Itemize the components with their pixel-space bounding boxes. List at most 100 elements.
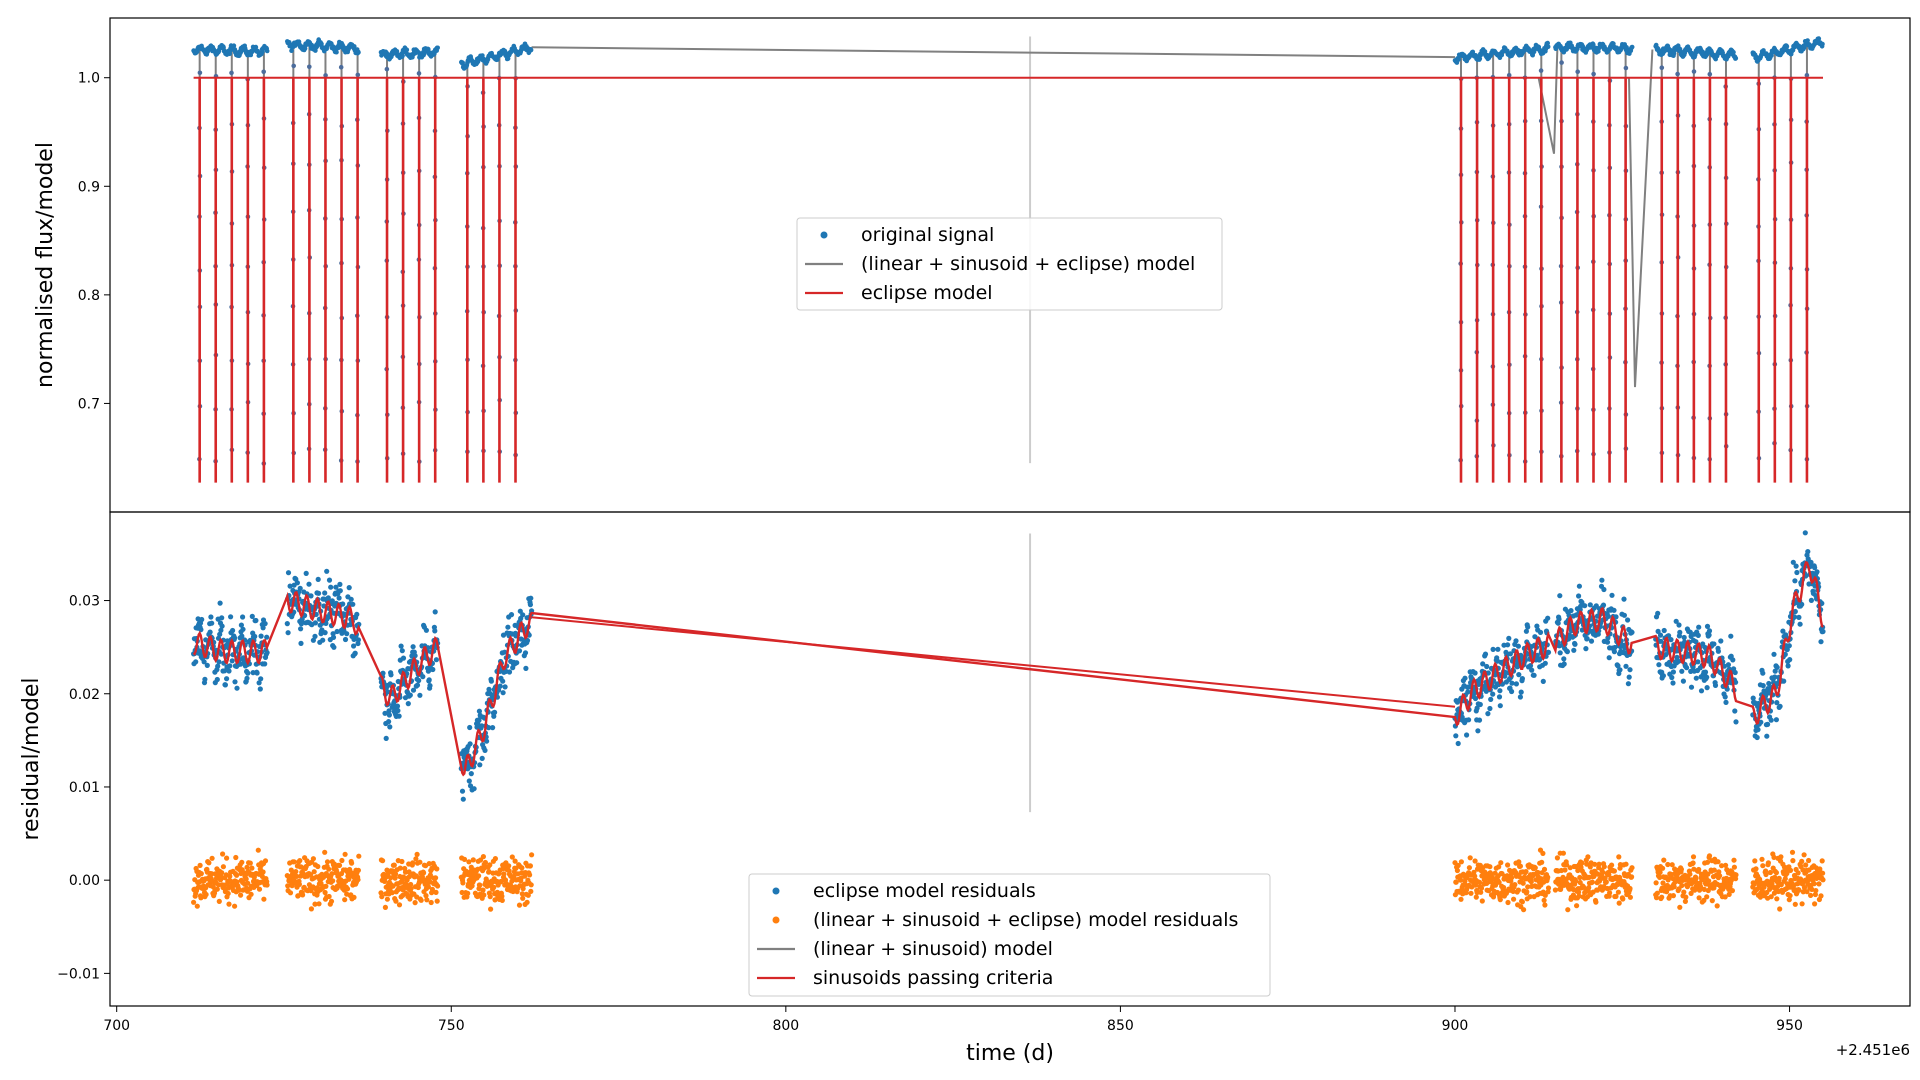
residual-point [202,676,208,682]
residual-point [1490,646,1496,653]
residual-point [239,859,245,865]
residual-point [326,577,333,583]
residual-point [1476,717,1483,723]
residual-point [1621,612,1627,618]
residual-point [330,878,336,884]
residual-point [232,635,238,641]
signal-point [253,44,259,50]
residual-point [1705,871,1711,877]
residual-point [1817,866,1823,872]
flux-plot-area [191,36,1825,483]
residual-point [487,894,493,900]
residual-point [430,666,436,673]
residual-point [1677,629,1683,636]
residual-point [423,627,429,633]
residual-point [322,849,328,855]
signal-point [394,49,400,54]
residual-point [1617,667,1623,673]
residual-point [524,637,531,644]
residual-point [1733,872,1739,878]
residual-point [1479,898,1485,904]
residual-point [322,889,328,896]
residual-point [1545,885,1552,891]
residual-point [1458,877,1464,883]
residual-point [350,601,356,607]
residual-point [1786,897,1792,903]
residual-point [390,883,396,889]
residual-point [285,630,291,636]
legend-marker-original-signal [820,231,828,239]
residual-point [1455,740,1461,747]
residual-legend: eclipse model residuals (linear + sinuso… [748,873,1271,997]
residual-point [477,882,483,888]
residual-point [1468,890,1474,896]
residual-point [1545,615,1551,621]
residual-point [245,880,251,886]
residual-point [316,590,322,596]
residual-point [1542,902,1548,908]
residual-point [311,869,317,875]
residual-point [520,895,526,901]
residual-point [1574,903,1580,909]
flux-legend-box [796,217,1223,311]
residual-point [492,856,498,862]
residual-point [1800,889,1806,895]
residual-point [306,581,312,587]
residual-point [297,858,303,864]
residual-point [1596,861,1602,867]
residual-point [1681,634,1687,641]
residual-point [1780,628,1786,634]
residual-point [1485,711,1491,717]
residual-point [1513,638,1519,644]
residual-point [1458,896,1464,902]
residual-point [1653,895,1660,901]
residual-point [1600,602,1607,608]
residual-point [1712,682,1719,689]
residual-point [253,617,259,624]
residual-point [1542,660,1548,666]
residual-point [230,627,236,634]
residual-point [1616,854,1622,860]
residual-point [1671,884,1677,890]
residual-point [1714,903,1720,909]
residual-point [262,621,268,627]
signal-point [400,53,405,58]
residual-point [1718,638,1724,644]
residual-point [1808,559,1814,565]
residual-point [337,588,343,594]
residual-point [1623,861,1629,867]
residual-point [399,648,405,654]
residual-point [1688,890,1694,897]
residual-point [1534,652,1540,658]
residual-point [1677,904,1683,910]
residual-point [466,859,472,865]
residual-point [1774,664,1780,671]
residual-point [482,747,488,754]
residual-point [264,634,270,640]
residual-point [285,570,292,576]
signal-point [334,49,339,55]
residual-point [1495,646,1501,652]
residual-point [1755,727,1761,733]
residual-point [1790,559,1796,565]
signal-point [291,63,297,69]
residual-point [1794,569,1800,576]
residual-point [1657,869,1663,875]
full-model-bridge-0 [531,46,1456,59]
residual-point [238,892,244,898]
residual-point [509,854,515,860]
residual-point [1670,669,1676,675]
residual-point [1669,674,1675,681]
residual-point [1812,565,1818,571]
residual-point [234,872,240,878]
residual-point [408,881,414,888]
residual-point [1773,717,1779,723]
flux-legend: original signal (linear + sinusoid + ecl… [796,217,1223,311]
residual-point [342,851,348,857]
residual-point [356,853,362,859]
residual-point [1577,874,1583,881]
residual-point [414,682,421,688]
residual-point [191,899,197,905]
residual-point [312,633,318,640]
residual-point [215,663,221,669]
